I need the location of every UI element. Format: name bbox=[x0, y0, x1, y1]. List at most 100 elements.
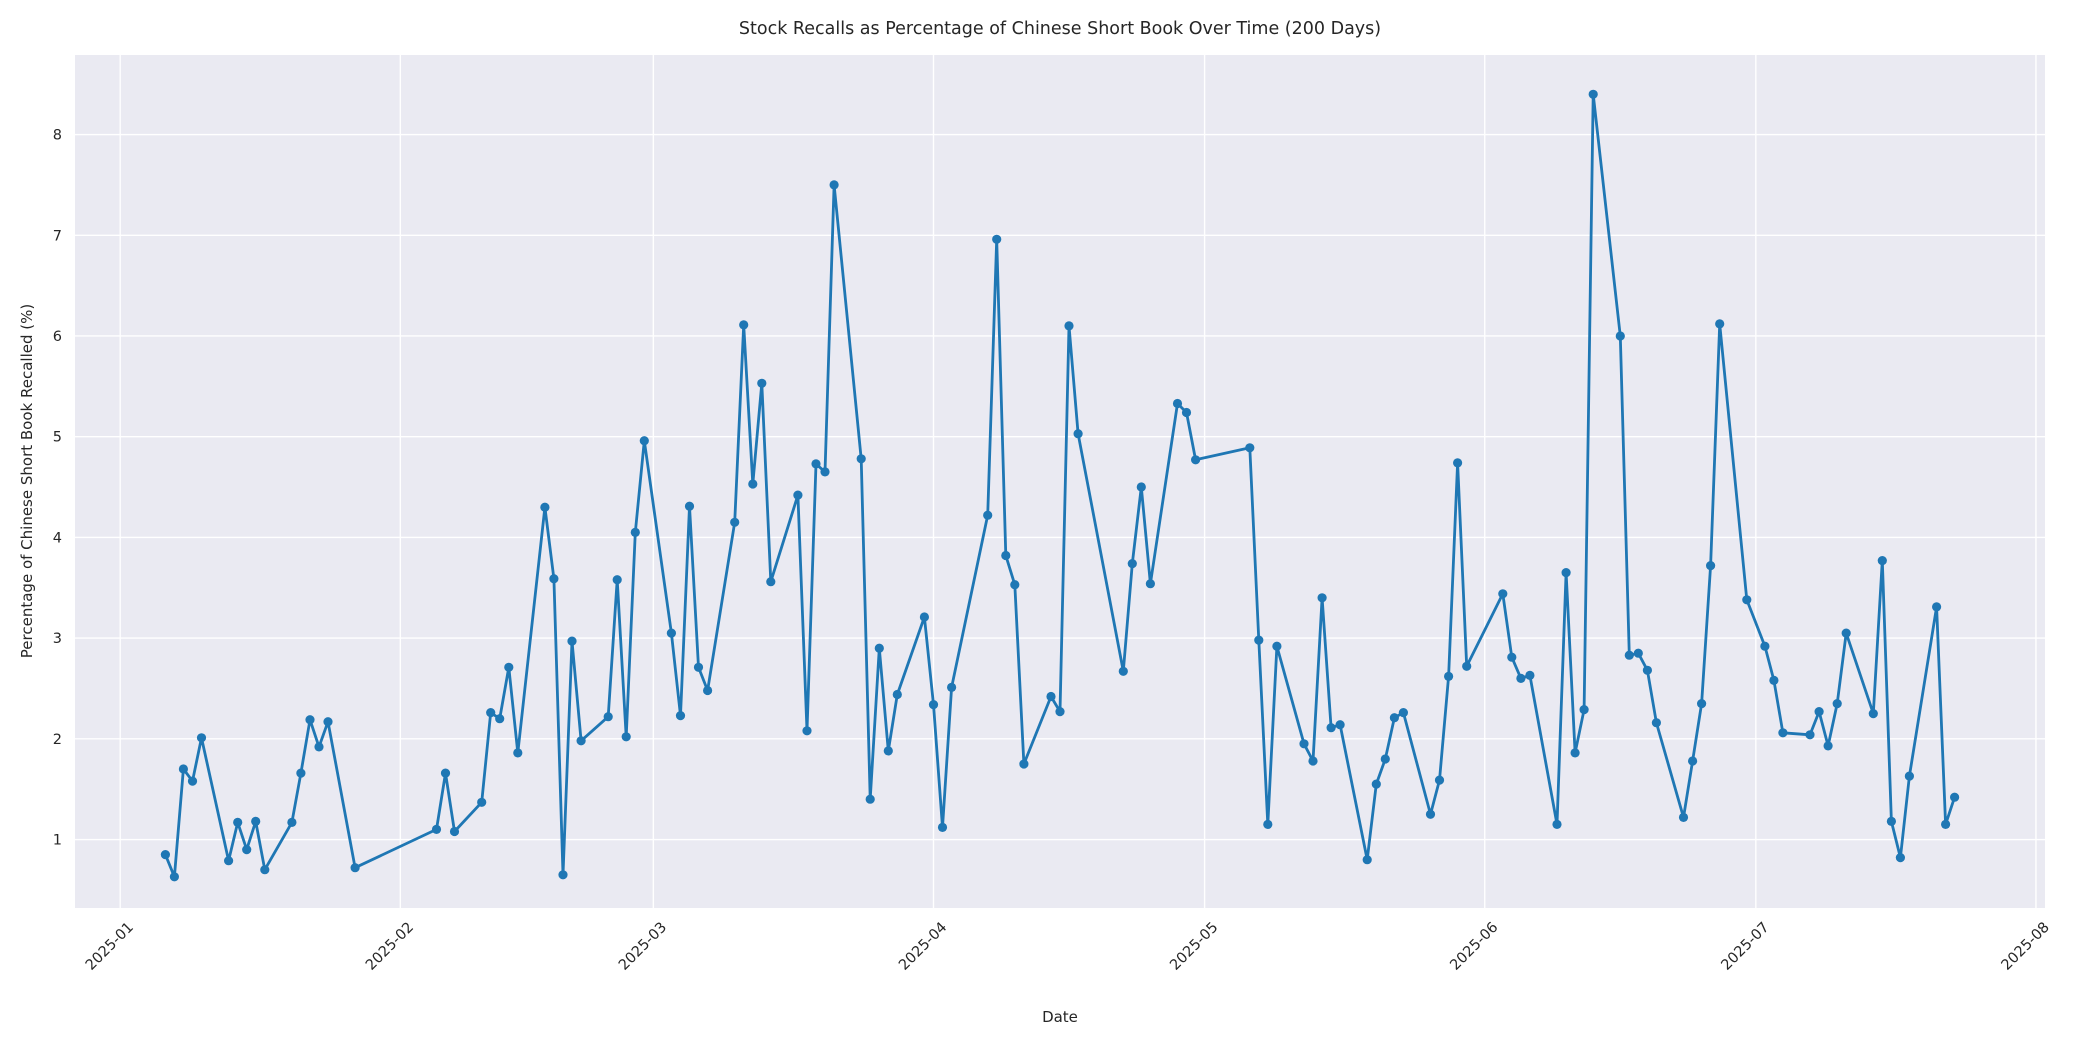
data-point bbox=[187, 776, 198, 786]
axes-background bbox=[75, 55, 2045, 908]
data-point bbox=[892, 689, 902, 700]
data-point bbox=[1832, 699, 1842, 709]
data-point bbox=[992, 234, 1002, 244]
data-point bbox=[1507, 652, 1517, 662]
grid-lines bbox=[75, 55, 2045, 908]
data-point bbox=[242, 845, 252, 855]
data-point bbox=[1299, 739, 1309, 749]
x-tick-labels: 2025-01 2025-02 2025-03 2025-04 2025-05 2025-… bbox=[83, 920, 2053, 974]
data-point bbox=[983, 510, 993, 520]
data-point bbox=[251, 816, 261, 827]
data-point bbox=[1046, 691, 1056, 702]
data-point bbox=[1841, 628, 1851, 638]
data-point bbox=[937, 822, 948, 833]
data-point bbox=[829, 180, 839, 190]
data-point bbox=[323, 717, 333, 727]
y-tick-label: 2 bbox=[53, 732, 62, 748]
data-point bbox=[1823, 741, 1833, 751]
data-point bbox=[1145, 579, 1155, 589]
data-point bbox=[947, 682, 957, 693]
data-point bbox=[504, 662, 514, 672]
data-point bbox=[739, 320, 749, 330]
data-point bbox=[260, 865, 270, 875]
data-point bbox=[757, 378, 767, 388]
data-point bbox=[1181, 407, 1192, 418]
data-point bbox=[1127, 559, 1137, 569]
data-point bbox=[1697, 699, 1707, 709]
data-point bbox=[1895, 853, 1905, 863]
data-point bbox=[1371, 779, 1381, 789]
data-point bbox=[440, 768, 451, 778]
y-tick-label: 6 bbox=[53, 329, 62, 345]
data-point bbox=[1498, 589, 1508, 599]
y-axis-label: Percentage of Chinese Short Book Recalle… bbox=[18, 303, 36, 659]
data-point bbox=[1678, 812, 1689, 823]
data-point bbox=[1525, 670, 1535, 681]
data-point bbox=[856, 454, 866, 464]
data-point bbox=[1814, 707, 1824, 717]
data-point bbox=[1073, 429, 1083, 439]
data-point bbox=[666, 628, 677, 638]
data-point bbox=[1615, 331, 1625, 341]
data-point bbox=[296, 768, 306, 778]
data-point bbox=[486, 708, 496, 718]
data-point bbox=[1326, 723, 1336, 733]
data-point bbox=[1191, 455, 1201, 465]
data-point bbox=[1760, 641, 1770, 651]
x-tick-label: 2025-08 bbox=[1999, 920, 2053, 974]
data-point bbox=[449, 826, 460, 837]
x-tick-label: 2025-06 bbox=[1447, 920, 1501, 974]
data-point bbox=[350, 863, 360, 873]
data-point bbox=[865, 794, 875, 804]
series-markers bbox=[160, 89, 1960, 882]
data-point bbox=[820, 467, 830, 477]
data-point bbox=[1308, 756, 1318, 766]
y-tick-label: 8 bbox=[53, 128, 62, 144]
data-point bbox=[1245, 443, 1255, 453]
data-point bbox=[1317, 593, 1327, 603]
data-point bbox=[766, 577, 776, 587]
data-point bbox=[1642, 665, 1652, 675]
data-point bbox=[1172, 398, 1183, 409]
data-point bbox=[1932, 602, 1942, 612]
data-point bbox=[874, 643, 884, 653]
data-point bbox=[675, 711, 686, 721]
y-tick-label: 1 bbox=[53, 833, 62, 849]
data-point bbox=[567, 636, 577, 646]
data-point bbox=[1904, 771, 1914, 781]
data-point bbox=[1769, 675, 1779, 686]
y-tick-label: 5 bbox=[53, 430, 62, 446]
data-point bbox=[1941, 819, 1951, 830]
data-point bbox=[1633, 648, 1643, 658]
data-point bbox=[1570, 748, 1580, 758]
x-tick-label: 2025-05 bbox=[1167, 920, 1221, 974]
data-point bbox=[549, 574, 559, 584]
data-point bbox=[1462, 661, 1472, 671]
data-point bbox=[1398, 708, 1408, 718]
data-point bbox=[233, 817, 243, 828]
data-point bbox=[703, 685, 713, 696]
y-tick-label: 4 bbox=[53, 530, 62, 546]
data-point bbox=[693, 662, 704, 672]
data-point bbox=[1010, 580, 1020, 590]
data-point bbox=[1263, 819, 1273, 830]
data-point bbox=[802, 726, 812, 736]
data-point bbox=[1425, 809, 1436, 819]
data-point bbox=[811, 459, 821, 469]
data-point bbox=[1886, 816, 1896, 827]
data-point bbox=[305, 715, 315, 725]
data-point bbox=[1706, 561, 1716, 571]
data-point bbox=[169, 872, 179, 882]
data-point bbox=[1742, 595, 1752, 605]
y-tick-label: 7 bbox=[53, 228, 62, 244]
data-point bbox=[196, 733, 207, 743]
data-point bbox=[603, 712, 613, 722]
data-point bbox=[178, 764, 188, 774]
data-point bbox=[883, 746, 893, 756]
data-point bbox=[748, 479, 758, 489]
data-point bbox=[1624, 650, 1634, 660]
y-tick-label: 3 bbox=[53, 631, 62, 647]
x-tick-label: 2025-07 bbox=[1718, 920, 1772, 974]
data-point bbox=[1588, 89, 1598, 99]
data-point bbox=[1001, 550, 1011, 561]
